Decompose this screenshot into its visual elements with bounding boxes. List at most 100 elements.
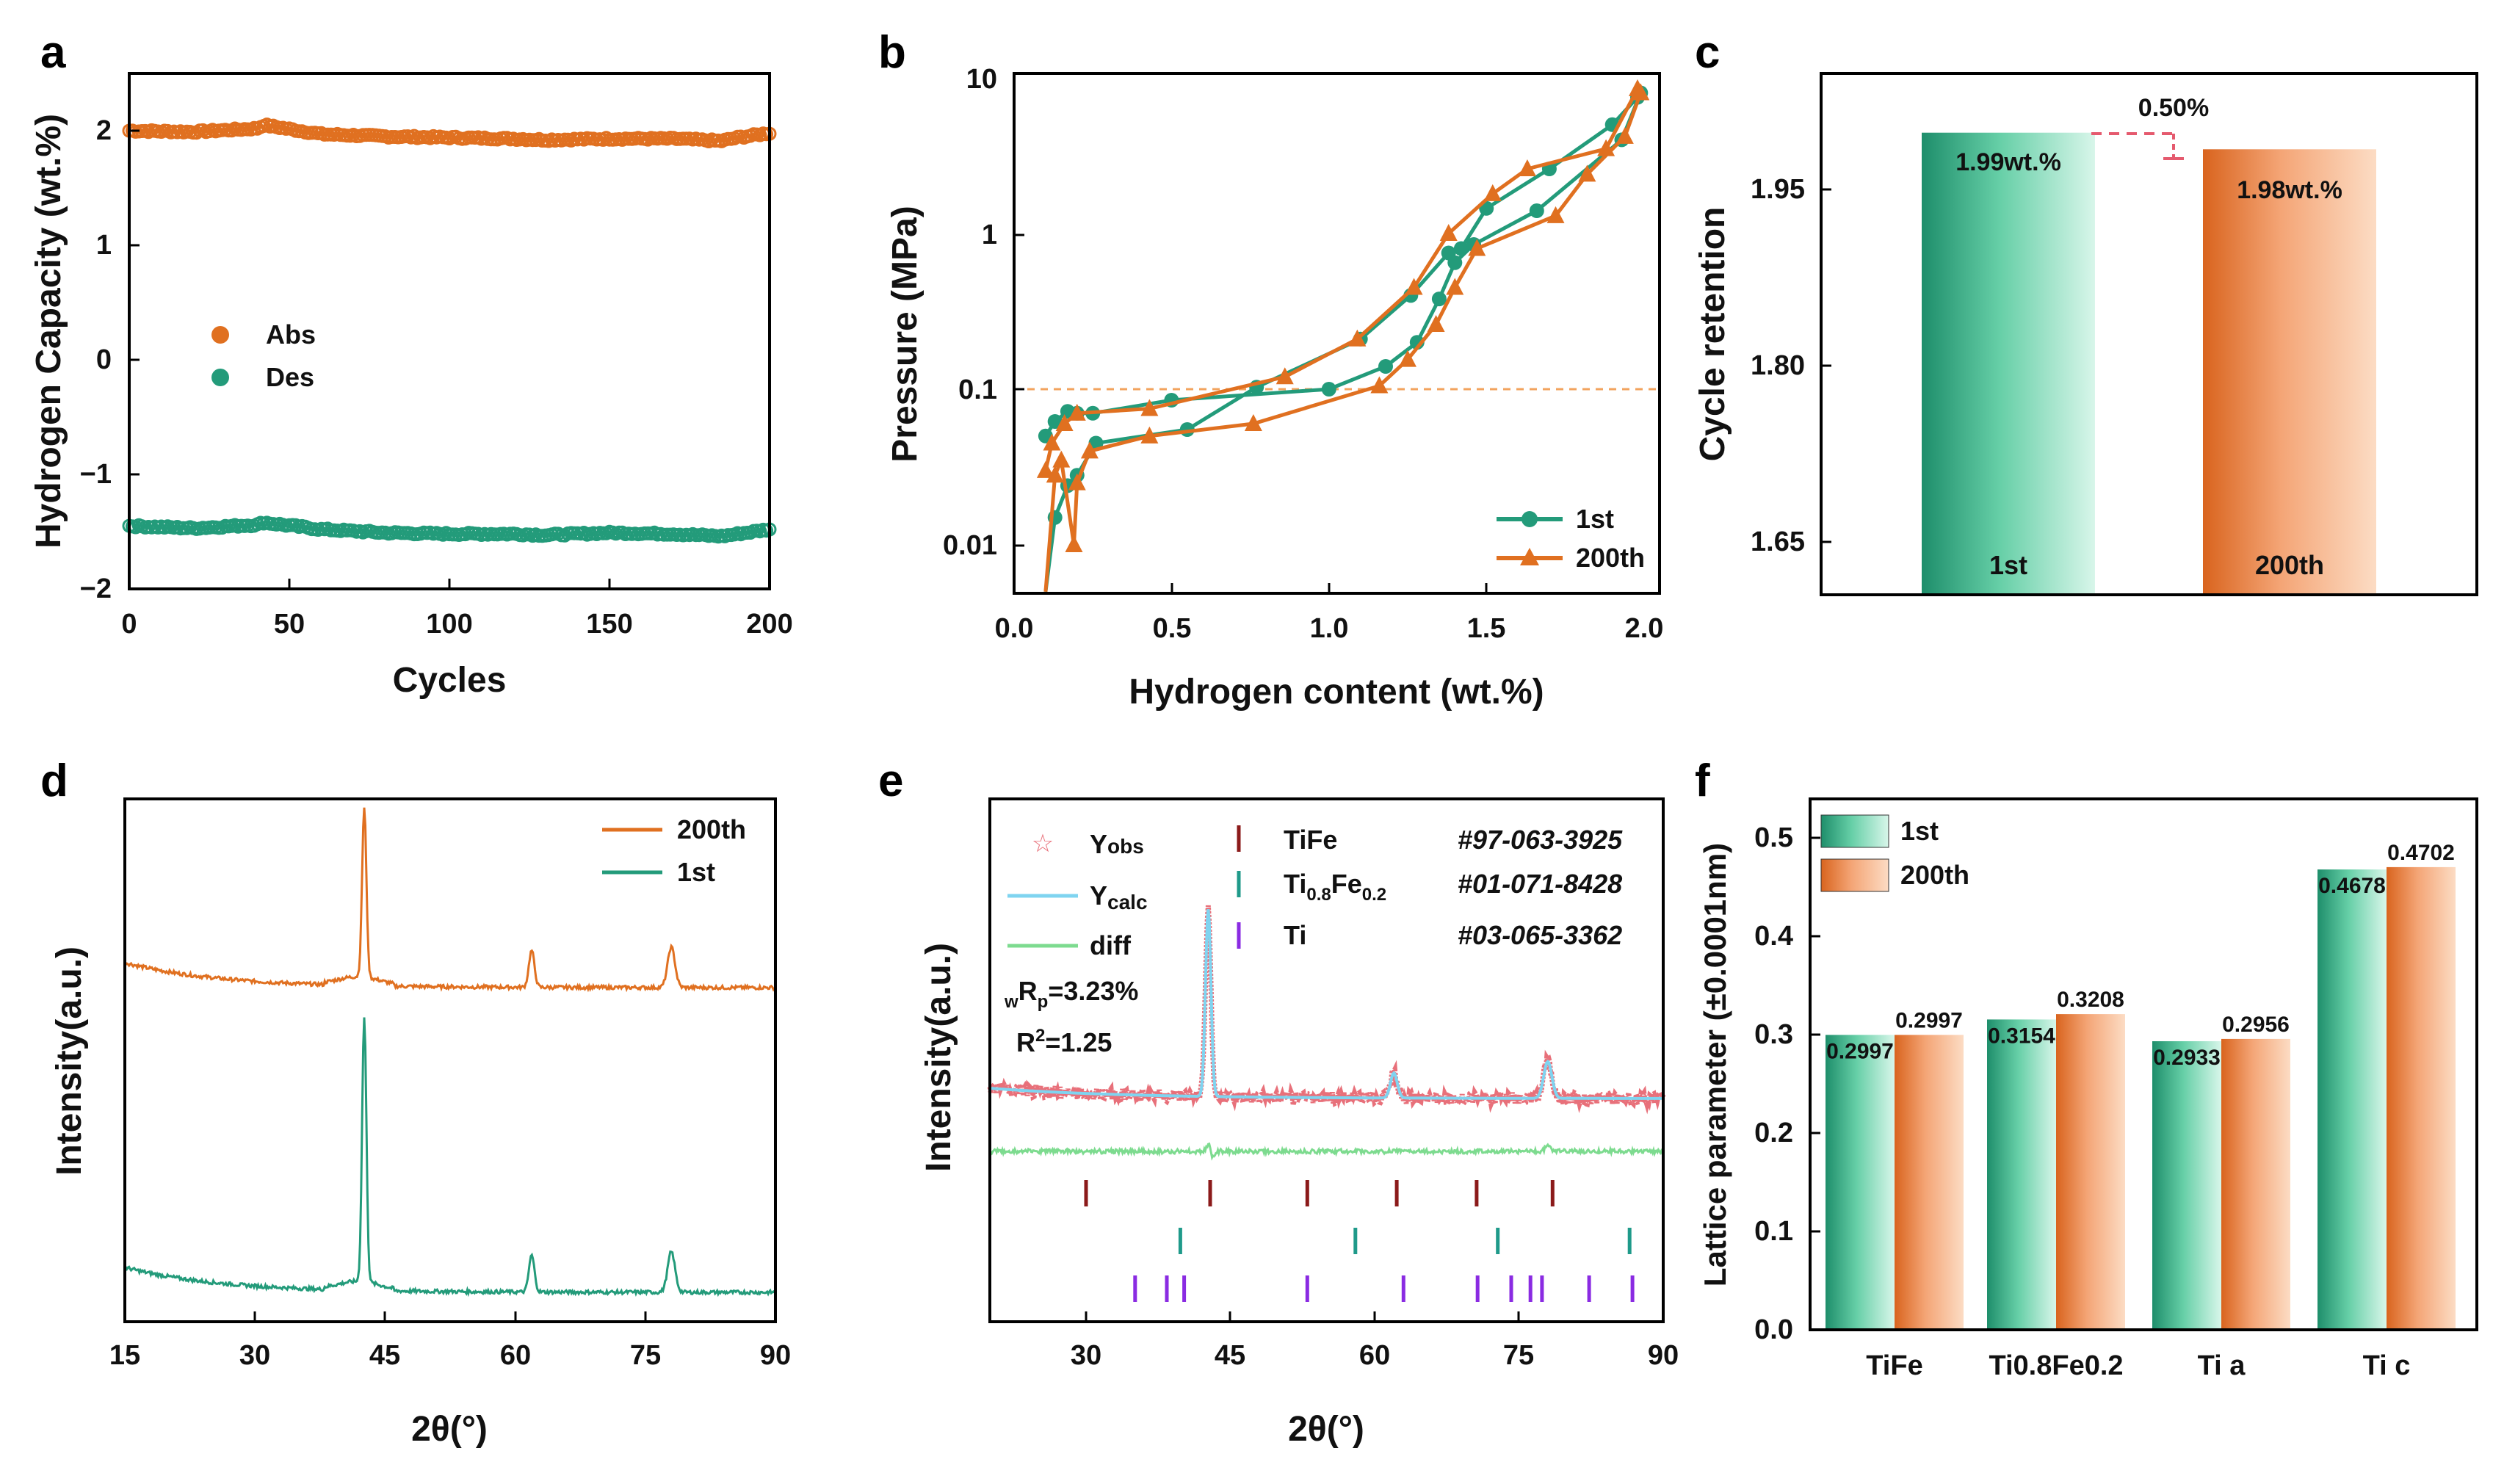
b-ytick-label: 1 [982, 220, 997, 250]
value-label-1st: 0.3154 [1988, 1024, 2055, 1048]
data-point [1068, 473, 1086, 491]
c-value-label-1st: 1.99wt.% [1955, 148, 2061, 176]
b-xtick-label: 1.0 [1310, 613, 1349, 644]
data-point [1047, 414, 1063, 429]
value-label-1st: 0.4678 [2318, 874, 2386, 898]
b-xtick-label: 0.0 [995, 613, 1034, 644]
c-value-label-200th: 1.98wt.% [2237, 176, 2342, 204]
data-point [1447, 255, 1463, 270]
panel-a-xticks: 0 50 100 150 200 [121, 579, 793, 640]
panel-f-frame [1809, 797, 2478, 1331]
a-xlabel: Cycles [393, 661, 507, 700]
b-ytick-label: 0.01 [943, 530, 997, 561]
legend-label-200th: 200th [1576, 543, 1645, 573]
bar-1st [1922, 132, 2095, 595]
data-point [1370, 376, 1389, 394]
panel-f-xticks: TiFe Ti0.8Fe0.2 Ti a Ti c [1866, 1350, 2410, 1381]
a-ytick-label: 0 [96, 344, 112, 375]
c-ylabel: Cycle retention [1693, 207, 1732, 462]
panel-b: b 10 1 0.1 0.01 0.0 0.5 1.0 1.5 2.0 Hydr… [878, 27, 1663, 712]
panel-e-frame [988, 797, 1665, 1323]
e-xtick-label: 90 [1648, 1340, 1679, 1371]
f-ytick-label: 0.1 [1754, 1216, 1793, 1247]
panel-a-legend: Abs Des [211, 319, 316, 392]
e-xtick-label: 60 [1359, 1340, 1390, 1371]
bar-200th-TiFe [1895, 1035, 1964, 1330]
panel-a-series [122, 117, 777, 544]
e-xlabel: 2θ(°) [1288, 1410, 1364, 1449]
data-point [1140, 426, 1159, 444]
phase-ticks-Ti0.8Fe0.2 [1178, 1228, 1632, 1254]
d-xtick-label: 30 [239, 1340, 270, 1371]
legend-label-abs: Abs [266, 319, 316, 350]
c-bar-name-1st: 1st [1989, 550, 2027, 580]
panel-f-yticks: 0.0 0.1 0.2 0.3 0.4 0.5 [1754, 822, 1820, 1345]
bar-200th-Ti c [2387, 866, 2456, 1330]
d-xtick-label: 15 [109, 1340, 140, 1371]
panel-e-series [987, 905, 1666, 1161]
data-point [1321, 382, 1336, 397]
data-point [1140, 399, 1159, 416]
legend-label-1st: 1st [677, 857, 715, 887]
legend-marker-1st [1522, 511, 1538, 527]
a-ylabel: Hydrogen Capacity (wt.%) [29, 114, 68, 549]
value-label-200th: 0.2997 [1895, 1008, 1963, 1032]
e-stat-r2: R2=1.25 [1016, 1026, 1112, 1057]
f-ytick-label: 0.3 [1754, 1019, 1793, 1050]
panel-letter-f: f [1695, 756, 1710, 806]
series-200th [123, 807, 775, 993]
f-ytick-label: 0.0 [1754, 1314, 1793, 1345]
b-ylabel: Pressure (MPa) [886, 206, 925, 462]
c-ytick-label: 1.65 [1751, 526, 1805, 557]
value-label-200th: 0.2956 [2222, 1013, 2290, 1037]
legend-swatch-1st [1820, 814, 1889, 848]
panel-letter-b: b [878, 27, 906, 78]
data-point [1518, 159, 1536, 177]
b-ytick-label: 0.1 [958, 374, 997, 405]
phase-ticks-TiFe [1084, 1180, 1555, 1206]
a-xtick-label: 0 [121, 609, 137, 640]
phase-ticks-Ti [1133, 1275, 1635, 1302]
panel-e-phase-ticks [1084, 1180, 1635, 1302]
legend-ref-ti08fe02: #01-071-8428 [1458, 869, 1622, 899]
a-ytick-label: 1 [96, 230, 112, 261]
panel-d-xticks: 15 30 45 60 75 90 [109, 1311, 791, 1371]
panel-letter-e: e [878, 756, 903, 806]
e-xtick-label: 45 [1215, 1340, 1245, 1371]
value-label-1st: 0.2997 [1826, 1039, 1894, 1063]
e-ylabel: Intensity(a.u.) [919, 943, 958, 1172]
c-bar-name-200th: 200th [2255, 550, 2324, 580]
bar-1st-Ti c [2317, 869, 2387, 1330]
data-point [1529, 203, 1544, 218]
legend-label-200th: 200th [677, 814, 746, 844]
f-ytick-label: 0.2 [1754, 1118, 1793, 1148]
data-point [1244, 414, 1262, 432]
f-ylabel: Lattice parameter (±0.0001nm) [1698, 843, 1732, 1286]
f-xtick-label: Ti0.8Fe0.2 [1989, 1350, 2123, 1381]
b-xtick-label: 1.5 [1467, 613, 1506, 644]
d-xtick-label: 90 [760, 1340, 791, 1371]
data-point [1080, 441, 1099, 459]
panel-d-frame [123, 797, 777, 1323]
panel-b-legend: 1st 200th [1497, 504, 1645, 573]
panel-a-yticks: 2 1 0 −1 −2 [80, 115, 140, 604]
f-ytick-label: 0.4 [1754, 921, 1793, 952]
legend-label-1st: 1st [1576, 504, 1614, 534]
e-xtick-label: 30 [1071, 1340, 1101, 1371]
panel-b-series [1036, 79, 1650, 593]
data-point [1468, 239, 1486, 256]
d-xtick-label: 60 [500, 1340, 531, 1371]
bar-200th-Ti a [2221, 1038, 2290, 1330]
a-xtick-label: 100 [426, 609, 472, 640]
value-label-200th: 0.3208 [2057, 988, 2124, 1012]
data-point [1628, 79, 1646, 96]
series-diff [988, 1142, 1665, 1161]
d-xtick-label: 75 [630, 1340, 661, 1371]
c-annotation-label: 0.50% [2138, 94, 2209, 122]
legend-marker-abs [211, 326, 229, 344]
panel-f: f 0.29970.29970.31540.32080.29330.29560.… [1695, 756, 2478, 1381]
panel-d-legend: 200th 1st [602, 814, 746, 887]
a-ytick-label: −1 [80, 459, 112, 490]
